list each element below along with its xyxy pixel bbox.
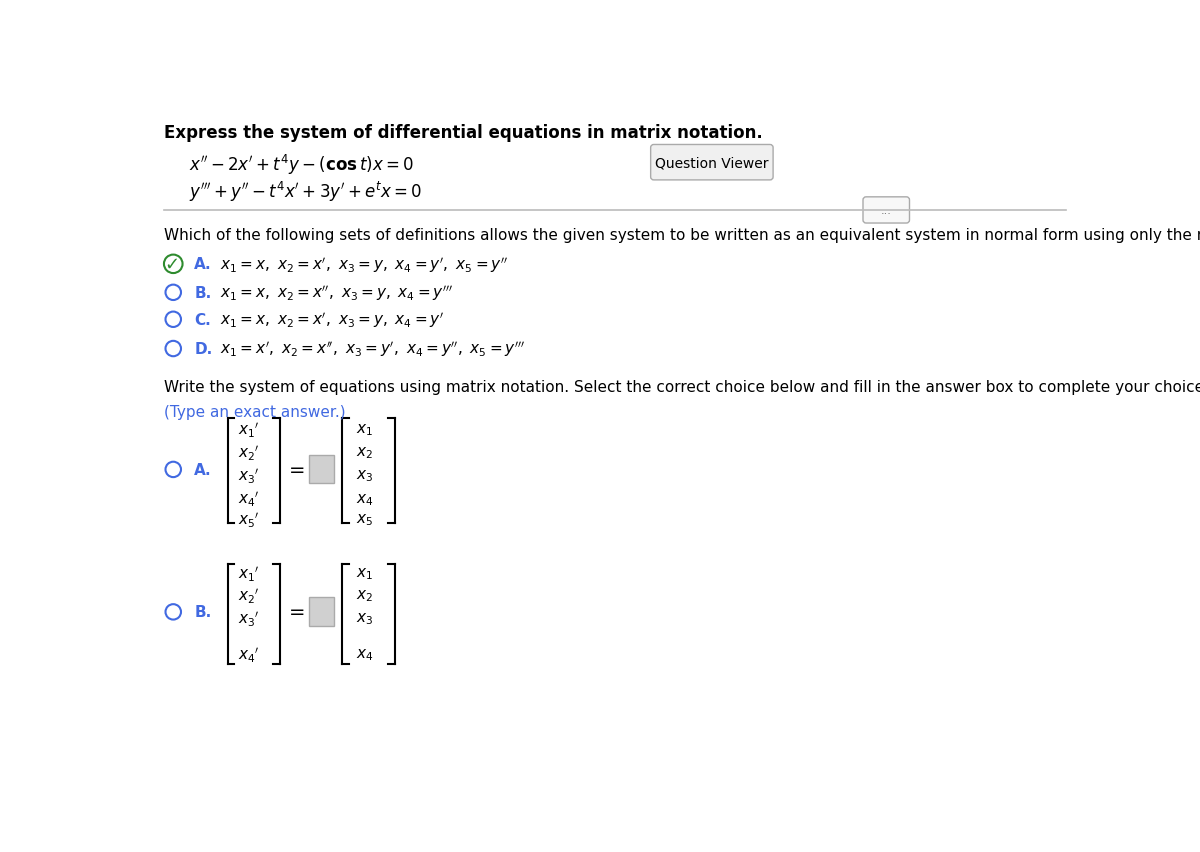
FancyBboxPatch shape [650, 146, 773, 181]
Text: C.: C. [194, 313, 211, 327]
Text: $x_1$: $x_1$ [356, 566, 373, 582]
Text: Question Viewer: Question Viewer [655, 156, 769, 170]
Text: A.: A. [194, 463, 212, 477]
Text: ✓: ✓ [164, 256, 179, 273]
Text: $x_4{}'$: $x_4{}'$ [239, 489, 260, 509]
FancyBboxPatch shape [863, 198, 910, 224]
Text: =: = [289, 460, 306, 480]
Text: $y''' + y'' - t^4x' + 3y' + e^t x = 0$: $y''' + y'' - t^4x' + 3y' + e^t x = 0$ [188, 180, 422, 204]
Text: $x'' - 2x' + t^4y - (\mathbf{cos}\,t)x = 0$: $x'' - 2x' + t^4y - (\mathbf{cos}\,t)x =… [188, 153, 414, 176]
FancyBboxPatch shape [308, 455, 334, 484]
Text: $x_3{}'$: $x_3{}'$ [239, 608, 260, 628]
Text: $x_4$: $x_4$ [356, 647, 373, 662]
Text: $x_4$: $x_4$ [356, 492, 373, 507]
Text: A.: A. [194, 257, 212, 272]
Text: D.: D. [194, 342, 212, 357]
Text: $x_1$: $x_1$ [356, 422, 373, 438]
Text: $x_2{}'$: $x_2{}'$ [239, 585, 260, 605]
Text: $x_1 = x,\ x_2 = x'',\ x_3 = y,\ x_4 = y'''$: $x_1 = x,\ x_2 = x'',\ x_3 = y,\ x_4 = y… [220, 283, 452, 302]
Text: Express the system of differential equations in matrix notation.: Express the system of differential equat… [164, 124, 763, 141]
Text: $x_2{}'$: $x_2{}'$ [239, 443, 260, 463]
Text: $x_1 = x',\ x_2 = x'',\ x_3 = y',\ x_4 = y'',\ x_5 = y'''$: $x_1 = x',\ x_2 = x'',\ x_3 = y',\ x_4 =… [220, 339, 526, 359]
Text: Write the system of equations using matrix notation. Select the correct choice b: Write the system of equations using matr… [164, 380, 1200, 394]
Text: $x_5{}'$: $x_5{}'$ [239, 510, 260, 529]
Text: $x_2$: $x_2$ [356, 587, 373, 603]
Text: Which of the following sets of definitions allows the given system to be written: Which of the following sets of definitio… [164, 227, 1200, 243]
Text: $x_3$: $x_3$ [356, 611, 373, 626]
Text: $x_2$: $x_2$ [356, 445, 373, 461]
Text: $x_4{}'$: $x_4{}'$ [239, 645, 260, 664]
Text: $x_3$: $x_3$ [356, 469, 373, 484]
Text: $x_1{}'$: $x_1{}'$ [239, 564, 260, 584]
Text: B.: B. [194, 605, 211, 619]
Text: =: = [289, 602, 306, 622]
Text: (Type an exact answer.): (Type an exact answer.) [164, 405, 346, 419]
Text: $x_1 = x,\ x_2 = x',\ x_3 = y,\ x_4 = y'$: $x_1 = x,\ x_2 = x',\ x_3 = y,\ x_4 = y'… [220, 310, 444, 330]
Text: $x_1 = x,\ x_2 = x',\ x_3 = y,\ x_4 = y',\ x_5 = y''$: $x_1 = x,\ x_2 = x',\ x_3 = y,\ x_4 = y'… [220, 255, 508, 274]
FancyBboxPatch shape [308, 597, 334, 626]
Text: $x_5$: $x_5$ [356, 512, 373, 527]
Text: $x_1{}'$: $x_1{}'$ [239, 420, 260, 440]
Text: $x_3{}'$: $x_3{}'$ [239, 466, 260, 486]
Text: B.: B. [194, 285, 211, 301]
Text: ...: ... [881, 205, 892, 216]
